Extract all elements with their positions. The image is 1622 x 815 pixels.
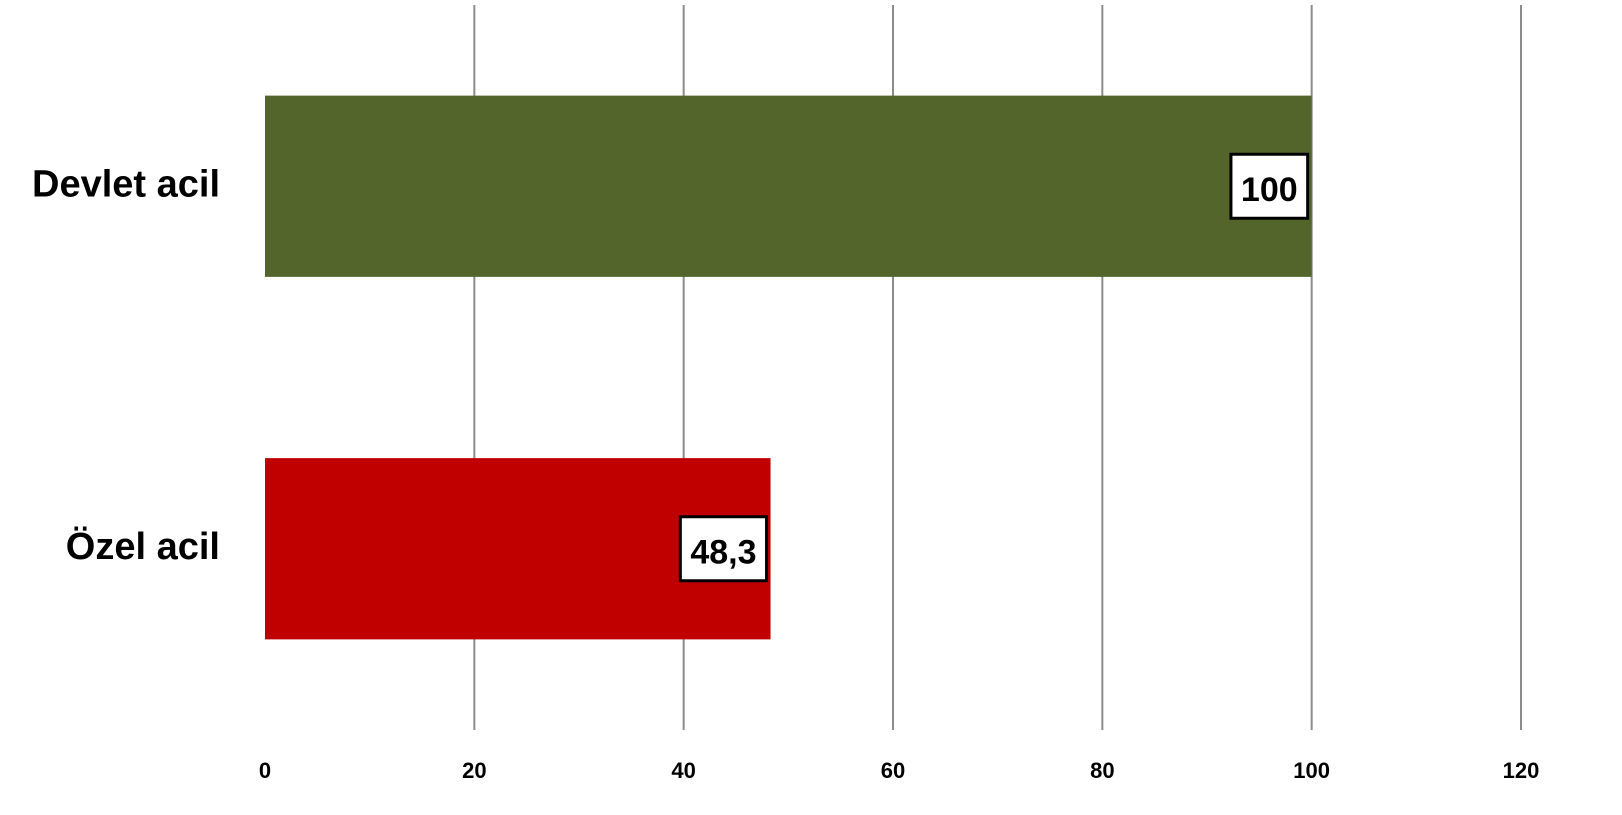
x-tick-label: 0 <box>259 758 271 783</box>
value-label-box <box>1229 152 1310 220</box>
category-label: Devlet acil <box>32 163 220 205</box>
bar <box>265 95 1312 277</box>
value-label: 48,3 <box>690 534 756 572</box>
x-tick-label: 40 <box>671 758 695 783</box>
value-label-box <box>678 515 769 583</box>
category-label: Özel acil <box>66 525 220 568</box>
x-tick-label: 80 <box>1090 758 1114 783</box>
x-tick-label: 100 <box>1293 758 1330 783</box>
x-tick-label: 20 <box>462 758 486 783</box>
value-label: 100 <box>1241 171 1298 209</box>
x-tick-label: 120 <box>1503 758 1540 783</box>
x-tick-label: 60 <box>881 758 905 783</box>
